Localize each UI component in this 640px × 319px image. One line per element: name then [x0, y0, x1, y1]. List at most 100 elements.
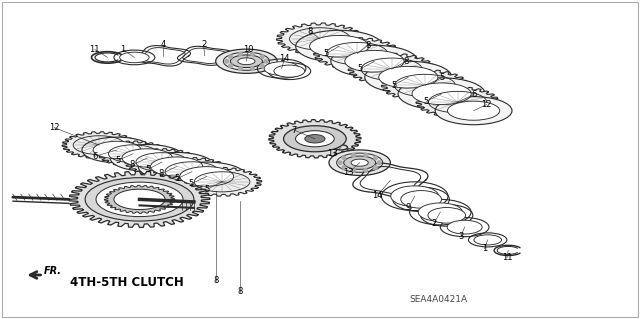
Ellipse shape: [180, 167, 234, 186]
Text: 8: 8: [365, 41, 371, 50]
Ellipse shape: [435, 97, 512, 125]
Text: 5: 5: [439, 73, 444, 82]
Text: FR.: FR.: [44, 266, 62, 276]
Text: 5: 5: [205, 185, 210, 194]
Text: 5: 5: [424, 97, 429, 106]
Ellipse shape: [345, 50, 404, 72]
Ellipse shape: [264, 62, 299, 76]
Ellipse shape: [238, 58, 255, 65]
Text: 4: 4: [161, 40, 166, 49]
Text: 6: 6: [471, 90, 476, 99]
Text: 8: 8: [130, 160, 135, 169]
Circle shape: [374, 166, 378, 169]
Ellipse shape: [82, 137, 152, 163]
Ellipse shape: [96, 182, 183, 217]
Text: 8: 8: [237, 287, 243, 296]
Text: 8: 8: [404, 57, 409, 66]
Ellipse shape: [447, 101, 500, 120]
Text: 1: 1: [120, 45, 125, 54]
Text: 11: 11: [502, 253, 512, 262]
Circle shape: [228, 64, 232, 68]
Ellipse shape: [391, 186, 438, 206]
Text: 13: 13: [344, 168, 354, 177]
Circle shape: [264, 59, 268, 63]
Ellipse shape: [296, 131, 334, 147]
Ellipse shape: [365, 61, 452, 93]
Circle shape: [339, 161, 342, 165]
Ellipse shape: [310, 35, 369, 57]
Polygon shape: [182, 167, 262, 196]
Text: 8: 8: [214, 276, 219, 285]
Ellipse shape: [331, 45, 418, 77]
Text: 5: 5: [324, 49, 329, 58]
Text: 5: 5: [175, 174, 180, 183]
Ellipse shape: [296, 30, 383, 62]
Ellipse shape: [447, 220, 482, 234]
Ellipse shape: [418, 203, 463, 221]
Text: 8: 8: [159, 169, 164, 178]
Polygon shape: [62, 132, 136, 159]
Ellipse shape: [167, 162, 246, 191]
Ellipse shape: [474, 235, 502, 245]
Text: 5: 5: [391, 81, 396, 90]
Circle shape: [251, 52, 254, 56]
Ellipse shape: [329, 150, 390, 175]
Text: 5: 5: [116, 156, 121, 165]
Polygon shape: [104, 185, 175, 213]
Text: 14: 14: [280, 54, 290, 63]
Text: 7: 7: [292, 126, 297, 135]
Circle shape: [342, 156, 346, 160]
Text: 5: 5: [189, 179, 194, 188]
Ellipse shape: [344, 156, 376, 169]
Text: 4TH-5TH CLUTCH: 4TH-5TH CLUTCH: [70, 276, 184, 289]
Text: 5: 5: [358, 64, 363, 73]
Circle shape: [260, 55, 264, 59]
Text: 2: 2: [431, 219, 436, 228]
Ellipse shape: [284, 126, 346, 152]
Ellipse shape: [114, 189, 165, 210]
Circle shape: [378, 161, 381, 165]
Ellipse shape: [216, 49, 277, 73]
Text: 5: 5: [146, 165, 151, 174]
Polygon shape: [154, 158, 230, 186]
Ellipse shape: [305, 135, 325, 143]
Circle shape: [364, 168, 367, 172]
Polygon shape: [269, 120, 361, 158]
Circle shape: [239, 67, 242, 70]
Circle shape: [364, 153, 367, 157]
Circle shape: [228, 55, 232, 59]
Text: 13: 13: [328, 149, 338, 158]
Circle shape: [374, 156, 378, 160]
Circle shape: [352, 153, 355, 157]
Text: 8: 8: [308, 27, 313, 36]
Polygon shape: [416, 87, 499, 117]
Text: 14: 14: [372, 191, 383, 200]
Ellipse shape: [93, 141, 141, 159]
Polygon shape: [381, 70, 468, 101]
Circle shape: [352, 168, 355, 172]
Circle shape: [342, 166, 346, 169]
Ellipse shape: [412, 83, 471, 105]
Ellipse shape: [230, 55, 262, 68]
Ellipse shape: [120, 52, 149, 63]
Text: 1: 1: [482, 244, 487, 253]
Circle shape: [251, 67, 254, 70]
Polygon shape: [314, 38, 401, 70]
Polygon shape: [69, 171, 210, 227]
Polygon shape: [125, 149, 199, 175]
Ellipse shape: [398, 78, 485, 110]
Text: 10: 10: [243, 45, 253, 54]
Polygon shape: [98, 141, 168, 167]
Ellipse shape: [85, 178, 194, 221]
Ellipse shape: [401, 190, 442, 208]
Ellipse shape: [351, 159, 368, 166]
Ellipse shape: [110, 145, 184, 171]
Text: 9: 9: [406, 204, 411, 212]
Text: 12: 12: [481, 100, 492, 109]
Ellipse shape: [428, 208, 465, 223]
Circle shape: [260, 64, 264, 68]
Text: 12: 12: [49, 123, 60, 132]
Polygon shape: [348, 53, 435, 85]
Text: 11: 11: [90, 45, 100, 54]
Text: SEA4A0421A: SEA4A0421A: [410, 295, 468, 304]
